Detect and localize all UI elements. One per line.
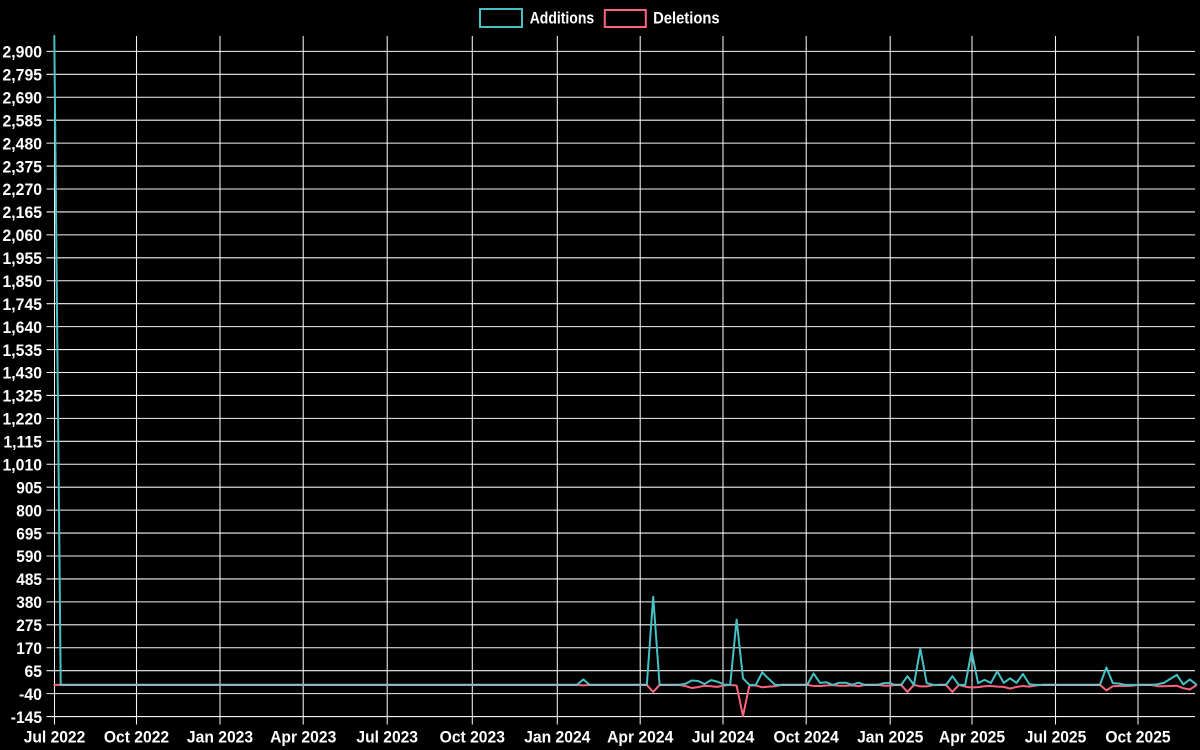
svg-text:800: 800 xyxy=(16,501,42,520)
svg-text:-40: -40 xyxy=(19,685,42,704)
svg-text:Jul 2024: Jul 2024 xyxy=(692,728,755,747)
svg-text:Oct 2024: Oct 2024 xyxy=(774,728,840,747)
svg-text:1,220: 1,220 xyxy=(3,410,43,429)
svg-text:380: 380 xyxy=(16,593,42,612)
svg-text:-145: -145 xyxy=(11,708,42,727)
svg-text:Oct 2022: Oct 2022 xyxy=(104,728,169,747)
svg-text:Jan 2025: Jan 2025 xyxy=(857,728,923,747)
svg-text:1,745: 1,745 xyxy=(3,295,43,314)
svg-text:Apr 2023: Apr 2023 xyxy=(270,728,336,747)
svg-text:695: 695 xyxy=(16,524,42,543)
svg-text:Oct 2023: Oct 2023 xyxy=(440,728,505,747)
svg-text:2,795: 2,795 xyxy=(3,66,43,85)
svg-text:Jan 2024: Jan 2024 xyxy=(524,728,591,747)
svg-text:1,325: 1,325 xyxy=(3,387,43,406)
svg-text:2,165: 2,165 xyxy=(3,203,43,222)
svg-text:2,270: 2,270 xyxy=(3,180,43,199)
svg-text:1,010: 1,010 xyxy=(3,455,43,474)
svg-text:170: 170 xyxy=(16,639,42,658)
svg-text:65: 65 xyxy=(25,662,43,681)
svg-text:1,535: 1,535 xyxy=(3,341,43,360)
svg-text:2,900: 2,900 xyxy=(3,43,43,62)
svg-text:2,480: 2,480 xyxy=(3,134,43,153)
svg-text:Jul 2025: Jul 2025 xyxy=(1025,728,1087,747)
svg-text:2,375: 2,375 xyxy=(3,157,43,176)
svg-text:Apr 2025: Apr 2025 xyxy=(939,728,1005,747)
svg-text:590: 590 xyxy=(16,547,42,566)
svg-text:1,850: 1,850 xyxy=(3,272,43,291)
svg-text:Jan 2023: Jan 2023 xyxy=(187,728,253,747)
svg-text:485: 485 xyxy=(16,570,42,589)
svg-text:Oct 2025: Oct 2025 xyxy=(1105,728,1170,747)
svg-text:Deletions: Deletions xyxy=(653,8,720,27)
svg-text:275: 275 xyxy=(16,616,42,635)
svg-text:905: 905 xyxy=(16,478,42,497)
svg-text:1,115: 1,115 xyxy=(3,433,42,452)
svg-text:Jul 2023: Jul 2023 xyxy=(356,728,418,747)
svg-text:2,060: 2,060 xyxy=(3,226,43,245)
svg-text:2,690: 2,690 xyxy=(3,88,43,107)
svg-text:Apr 2024: Apr 2024 xyxy=(607,728,674,747)
svg-text:1,640: 1,640 xyxy=(3,318,43,337)
svg-text:Additions: Additions xyxy=(530,8,595,27)
svg-text:Jul 2022: Jul 2022 xyxy=(24,728,86,747)
svg-text:2,585: 2,585 xyxy=(3,111,43,130)
svg-text:1,430: 1,430 xyxy=(3,364,43,383)
svg-text:1,955: 1,955 xyxy=(3,249,43,268)
